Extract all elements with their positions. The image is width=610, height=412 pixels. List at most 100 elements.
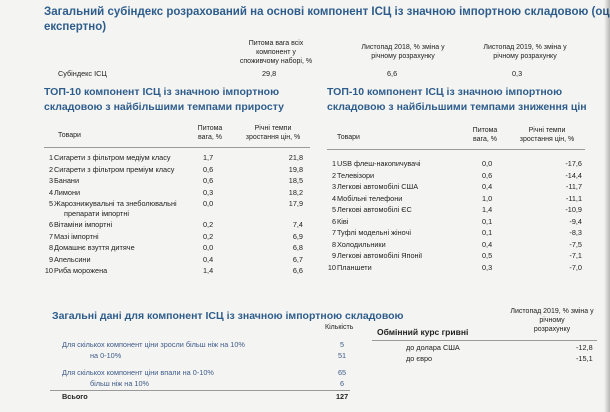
row-weight: 0,4	[482, 182, 493, 191]
row-weight: 0,2	[203, 231, 214, 241]
row-weight: 0,6	[482, 170, 493, 180]
subindex-weight: 29,8	[262, 69, 277, 78]
row-name: USB флеш-накопичувачі	[337, 159, 421, 168]
row-rate: -17,6	[565, 159, 582, 168]
general-title: Загальні дані для компонент ІСЦ із значн…	[52, 310, 404, 322]
decline-header-rule	[327, 149, 585, 150]
subindex-2019: 0,3	[512, 69, 523, 78]
row-rate: 6,9	[292, 231, 303, 241]
general-total-rule	[50, 390, 350, 391]
row-number: 4	[331, 193, 336, 203]
row-rate: -10,9	[565, 205, 582, 214]
row-name: Мобільні телефони	[337, 193, 403, 203]
table-row: 6 Вітаміни імпортні 0,2 7,4	[0, 219, 610, 230]
table-row: 3 Банани 0,6 18,5	[0, 175, 610, 186]
row-weight: 0,0	[203, 243, 214, 252]
table-row: 9 Легкові автомобілі Японії 0,5 -7,1	[0, 250, 610, 261]
row-name: Туфлі модельні жіночі	[337, 228, 411, 237]
row-weight: 0,3	[482, 262, 493, 272]
row-number: 8	[48, 243, 53, 252]
exchange-col-header: Листопад 2019, % зміна у річному розраху…	[510, 308, 594, 333]
row-name: Планшети	[337, 262, 372, 272]
general-col-count: Кількість	[325, 324, 354, 331]
row-rate: 6,7	[292, 254, 303, 264]
row-weight: 1,7	[203, 153, 214, 162]
row-weight: 0,6	[203, 164, 214, 174]
row-weight: 0,5	[482, 251, 493, 260]
row-weight: 1,4	[482, 205, 493, 214]
table-row: 9 Апельсини 0,4 6,7	[0, 254, 610, 265]
growth-header-rule	[44, 147, 310, 148]
row-number: 8	[331, 239, 336, 249]
row-number: 3	[48, 176, 53, 185]
row-weight: 0,4	[203, 254, 214, 264]
growth-col-goods: Товари	[58, 132, 81, 139]
row-weight: 0,3	[203, 187, 214, 197]
header-col-weight: Питома вага всіх компонент у споживчому …	[239, 40, 313, 65]
row-name: Легкові автомобілі Японії	[337, 251, 423, 260]
row-name: Сигарети з фільтром преміум класу	[54, 164, 175, 174]
row-weight: 1,0	[482, 193, 493, 203]
row-name: Вітаміни імпортні	[54, 220, 113, 229]
row-name: Мазі імпортні	[54, 231, 99, 241]
row-rate: 18,5	[288, 176, 303, 185]
general-row: на 0-10% 51	[90, 351, 347, 360]
exchange-row: до євро -15,1	[406, 354, 593, 363]
row-name: Банани	[54, 176, 80, 185]
table-row: 4 Лимони 0,3 18,2	[0, 187, 610, 198]
table-row: 10 Планшети 0,3 -7,0	[0, 262, 610, 273]
row-number: 6	[48, 220, 53, 229]
table-row: 2 Сигарети з фільтром преміум класу 0,6 19,…	[0, 164, 610, 175]
table-row: 7 Туфлі модельні жіночі 0,1 -8,3	[0, 227, 610, 238]
row-rate: 18,2	[288, 187, 303, 197]
row-rate: 17,9	[288, 199, 303, 208]
decline-col-rate: Річні темпи зростання цін, %	[519, 127, 575, 143]
row-weight: 0,1	[482, 228, 493, 237]
row-number: 7	[331, 228, 336, 237]
row-name: препарати імпортні	[64, 209, 130, 218]
row-number: 3	[331, 182, 336, 191]
row-name: Риба морожена	[54, 266, 108, 275]
row-weight: 0,4	[482, 239, 493, 249]
row-weight: 0,6	[203, 176, 214, 185]
row-number: 2	[48, 164, 53, 174]
table-row: 3 Легкові автомобілі США 0,4 -11,7	[0, 181, 610, 192]
row-number: 1	[331, 159, 336, 168]
table-row: 7 Мазі імпортні 0,2 6,9	[0, 231, 610, 242]
row-number: 1	[48, 153, 53, 162]
general-total-label: Всього	[62, 392, 88, 401]
exchange-row: до долара США -12,8	[406, 343, 593, 352]
row-number: 5	[331, 205, 336, 214]
table-row: 6 Ківі 0,1 -9,4	[0, 216, 610, 227]
row-rate: -7,1	[569, 251, 582, 260]
page-title-line1: Загальний субіндекс розрахований на осно…	[44, 6, 610, 18]
row-name: Легкові автомобілі ЄС	[337, 205, 412, 214]
row-name: Домашнє взуття дитяче	[54, 243, 135, 252]
decline-title-line1: ТОП-10 компонент ІСЦ із значною імпортно…	[327, 86, 563, 98]
row-rate: -7,5	[569, 239, 582, 249]
page-title-line2: експертно)	[44, 21, 107, 33]
row-rate: 19,8	[288, 164, 303, 174]
row-weight: 0,2	[203, 220, 214, 229]
table-row: 4 Мобільні телефони 1,0 -11,1	[0, 193, 610, 204]
row-weight: 0,1	[482, 216, 493, 226]
row-name: Апельсини	[54, 254, 91, 264]
row-rate: 6,8	[292, 243, 303, 252]
row-name: Холодильники	[337, 239, 386, 249]
row-name: Сигарети з фільтром медіум класу	[54, 153, 171, 162]
row-rate: 6,6	[292, 266, 303, 275]
row-number: 10	[327, 262, 336, 272]
row-number: 5	[48, 199, 53, 208]
row-number: 10	[44, 266, 53, 275]
decline-col-goods: Товари	[337, 134, 360, 141]
table-row: 5 Жарознижувальні та знеболювальні 0,0 17,9	[0, 198, 610, 209]
row-weight: 0,0	[482, 159, 493, 168]
subindex-row: Субіндекс ІСЦ 29,8 6,6 0,3	[0, 68, 610, 79]
row-number: 2	[331, 170, 336, 180]
row-rate: -9,4	[569, 216, 582, 226]
subindex-label: Субіндекс ІСЦ	[58, 69, 107, 78]
general-row: Для скількох компонент ціни зросли більш…	[62, 340, 345, 349]
decline-col-weight: Питома вага, %	[472, 127, 498, 143]
table-row: 10 Риба морожена 1,4 6,6	[0, 265, 610, 276]
